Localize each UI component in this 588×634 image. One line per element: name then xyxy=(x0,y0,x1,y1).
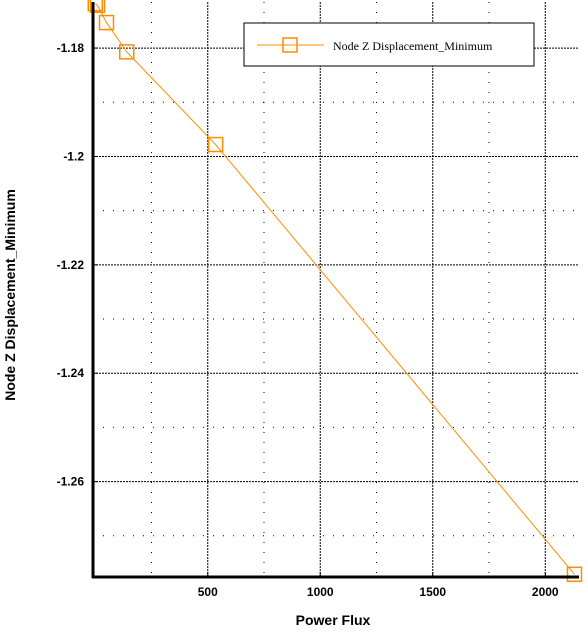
data-point xyxy=(98,14,115,31)
data-point xyxy=(87,0,103,12)
y-tick-label: -1.22 xyxy=(57,258,85,272)
data-point xyxy=(89,0,106,14)
y-tick-label: -1.24 xyxy=(57,366,85,380)
series xyxy=(87,0,583,583)
legend-marker xyxy=(282,37,298,53)
x-tick-label: 1000 xyxy=(307,585,334,599)
x-tick-label: 1500 xyxy=(419,585,446,599)
y-tick-label: -1.18 xyxy=(57,41,85,55)
x-tick-label: 500 xyxy=(198,585,218,599)
x-tick-label: 2000 xyxy=(532,585,559,599)
y-tick-label: -1.2 xyxy=(63,149,84,163)
legend-label: Node Z Displacement_Minimum xyxy=(333,39,493,53)
x-axis-title: Power Flux xyxy=(296,612,371,628)
data-point xyxy=(207,136,224,153)
y-tick-label: -1.26 xyxy=(57,475,85,489)
data-point xyxy=(119,44,135,60)
series-line xyxy=(94,3,575,575)
ticks: 500 1000 1500 2000 -1.18 -1.2 -1.22 -1.24 -1.26 xyxy=(57,41,559,599)
y-axis-title: Node Z Displacement_Minimum xyxy=(2,189,18,401)
data-point xyxy=(566,566,583,583)
legend: Node Z Displacement_Minimum xyxy=(243,22,535,67)
